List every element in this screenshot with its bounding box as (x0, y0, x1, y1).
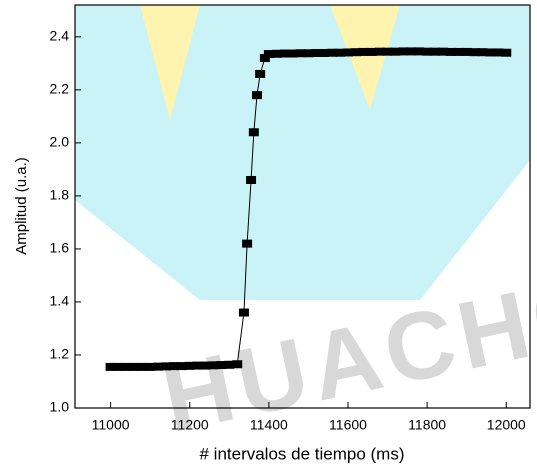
point-marker (239, 309, 249, 317)
point-marker (232, 360, 242, 368)
point-marker (501, 49, 511, 57)
point-marker (242, 240, 252, 248)
y-axis-label: Amplitud (u.a.) (13, 157, 30, 255)
y-tick-label: 1.2 (50, 346, 70, 362)
y-tick-label: 1.4 (50, 293, 70, 309)
point-marker (255, 70, 265, 78)
point-marker (252, 91, 262, 99)
x-tick-label: 12000 (487, 417, 526, 433)
y-tick-label: 1.6 (50, 240, 70, 256)
y-tick-label: 2.4 (50, 28, 70, 44)
x-tick-label: 11000 (92, 417, 130, 433)
x-tick-label: 11800 (408, 417, 446, 433)
point-marker (249, 128, 259, 136)
chart: HUACHO # intervalos de tiempo (ms) Ampli… (0, 0, 537, 471)
y-tick-label: 2.0 (50, 134, 70, 150)
x-axis-label: # intervalos de tiempo (ms) (199, 444, 404, 463)
y-tick-label: 1.0 (50, 399, 70, 415)
x-tick-label: 11200 (171, 417, 209, 433)
y-tick-label: 1.8 (50, 187, 70, 203)
x-tick-label: 11600 (329, 417, 367, 433)
point-marker (246, 176, 256, 184)
y-tick-label: 2.2 (50, 81, 70, 97)
x-tick-label: 11400 (250, 417, 288, 433)
